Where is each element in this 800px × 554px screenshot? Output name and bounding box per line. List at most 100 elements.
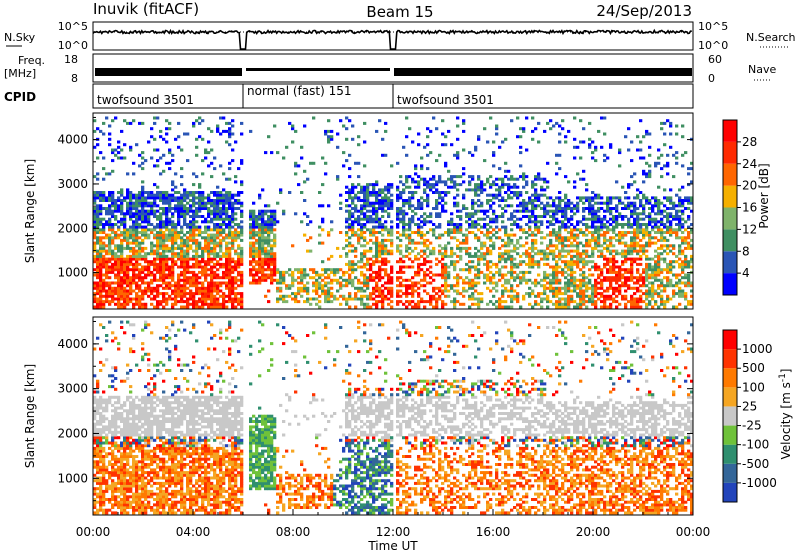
echo-cell — [201, 119, 205, 123]
echo-cell — [612, 286, 616, 290]
echo-cell — [426, 268, 430, 272]
echo-cell — [153, 199, 157, 202]
echo-cell — [258, 270, 262, 274]
echo-cell — [378, 268, 382, 272]
echo-cell — [183, 207, 187, 210]
echo-cell — [519, 217, 523, 221]
echo-cell — [153, 137, 157, 141]
echo-cell — [156, 231, 160, 234]
echo-cell — [375, 281, 379, 285]
echo-cell — [579, 281, 583, 285]
echo-cell — [345, 199, 349, 202]
echo-cell — [498, 297, 502, 301]
echo-cell — [168, 257, 172, 261]
echo-cell — [231, 207, 235, 210]
echo-cell — [459, 241, 463, 245]
echo-cell — [156, 191, 160, 194]
echo-cell — [378, 188, 382, 192]
echo-cell — [234, 201, 238, 205]
echo-cell — [504, 305, 508, 309]
echo-cell — [399, 220, 403, 224]
echo-cell — [414, 212, 418, 216]
echo-cell — [606, 286, 610, 290]
echo-cell — [618, 241, 622, 245]
echo-cell — [147, 294, 151, 298]
echo-cell — [186, 238, 190, 242]
echo-cell — [534, 217, 538, 221]
echo-cell — [183, 241, 187, 245]
echo-cell — [474, 289, 478, 293]
echo-cell — [468, 212, 472, 216]
echo-cell — [129, 217, 133, 221]
beam-title: Beam 15 — [366, 3, 433, 21]
echo-cell — [99, 297, 103, 301]
echo-cell — [414, 305, 418, 309]
echo-cell — [636, 228, 640, 232]
echo-cell — [375, 270, 379, 274]
echo-cell — [429, 177, 433, 181]
echo-cell — [510, 177, 514, 181]
echo-cell — [600, 217, 604, 221]
echo-cell — [585, 286, 589, 290]
echo-cell — [390, 220, 394, 224]
echo-cell — [117, 281, 121, 285]
echo-cell — [165, 212, 169, 216]
echo-cell — [429, 151, 433, 155]
echo-cell — [438, 191, 442, 194]
echo-cell — [345, 191, 349, 194]
echo-cell — [453, 284, 457, 288]
echo-cell — [165, 254, 169, 258]
echo-cell — [633, 300, 637, 304]
echo-cell — [186, 191, 190, 194]
echo-cell — [507, 252, 511, 256]
echo-cell — [363, 294, 367, 298]
echo-cell — [210, 238, 214, 242]
echo-cell — [123, 273, 127, 277]
echo-cell — [231, 215, 235, 218]
echo-cell — [279, 281, 283, 285]
echo-cell — [114, 297, 118, 301]
echo-cell — [228, 286, 232, 290]
echo-cell — [480, 209, 484, 213]
echo-cell — [558, 254, 562, 258]
echo-cell — [348, 292, 352, 296]
nsky-tick-low: 10^0 — [58, 39, 88, 52]
echo-cell — [306, 289, 310, 293]
echo-cell — [183, 284, 187, 288]
echo-cell — [279, 289, 283, 293]
echo-cell — [168, 273, 172, 277]
echo-cell — [255, 252, 259, 256]
echo-cell — [468, 231, 472, 234]
echo-cell — [231, 225, 235, 229]
echo-cell — [501, 177, 505, 181]
echo-cell — [417, 225, 421, 229]
echo-cell — [108, 257, 112, 261]
echo-cell — [105, 270, 109, 274]
echo-cell — [201, 268, 205, 272]
echo-cell — [450, 220, 454, 224]
echo-cell — [534, 233, 538, 237]
echo-cell — [525, 215, 529, 218]
echo-cell — [141, 185, 145, 189]
freq-tick-low: 8 — [71, 72, 78, 85]
echo-cell — [348, 294, 352, 298]
echo-cell — [273, 212, 277, 216]
echo-cell — [189, 281, 193, 285]
echo-cell — [132, 278, 136, 282]
echo-cell — [150, 297, 154, 301]
echo-cell — [159, 265, 163, 269]
echo-cell — [162, 278, 166, 282]
echo-cell — [408, 175, 412, 179]
echo-cell — [597, 236, 601, 240]
echo-cell — [603, 209, 607, 213]
echo-cell — [498, 305, 502, 309]
echo-cell — [606, 289, 610, 293]
echo-cell — [303, 268, 307, 272]
echo-cell — [603, 300, 607, 304]
echo-cell — [381, 249, 385, 253]
echo-cell — [495, 270, 499, 274]
echo-cell — [519, 225, 523, 229]
echo-cell — [489, 116, 493, 120]
echo-cell — [435, 215, 439, 218]
echo-cell — [423, 212, 427, 216]
